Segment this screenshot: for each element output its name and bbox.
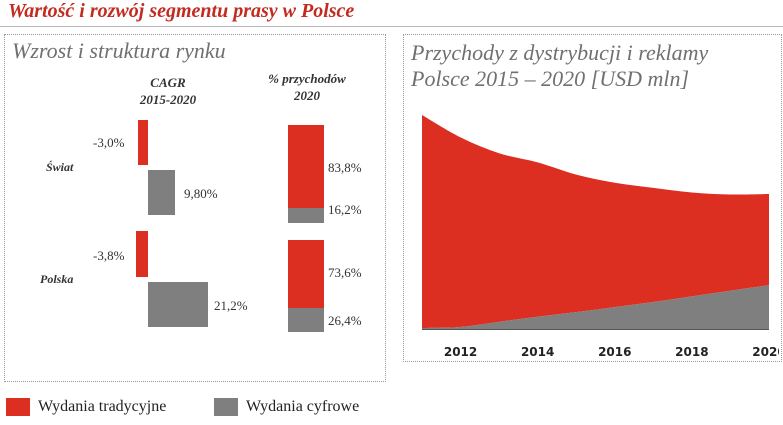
world-cagr-digital-label: 9,80% [184, 186, 218, 201]
area-traditional [422, 115, 769, 328]
x-tick-label: 2020 [752, 345, 779, 359]
x-tick-label: 2012 [444, 345, 477, 359]
world-cagr-traditional-label: -3,0% [93, 135, 125, 150]
page-title: Wartość i rozwój segmentu prasy w Polsce [8, 0, 355, 22]
world-share-traditional-label: 83,8% [328, 160, 362, 175]
row-label-world: Świat [46, 160, 74, 174]
cagr-header-line1: CAGR [150, 75, 186, 90]
world-share-digital-label: 16,2% [328, 202, 362, 217]
x-tick-label: 2018 [675, 345, 708, 359]
poland-share-traditional-label: 73,6% [328, 265, 362, 280]
legend-digital-label: Wydania cyfrowe [246, 398, 360, 415]
row-label-poland: Polska [40, 272, 74, 286]
poland-cagr-digital-label: 21,2% [214, 298, 248, 313]
poland-cagr-digital-bar [148, 282, 208, 327]
legend-digital-swatch [214, 398, 238, 416]
revenue-area-chart: 2012 2014 2016 2018 2020 [422, 115, 779, 359]
area-digital [422, 285, 769, 329]
world-share-digital-bar [288, 208, 324, 223]
legend-traditional-swatch [6, 398, 30, 416]
poland-share-digital-bar [288, 308, 324, 332]
poland-share-traditional-bar [288, 240, 324, 308]
revenue-chart-title-line2: Polsce 2015 – 2020 [USD mln] [411, 66, 690, 91]
poland-cagr-traditional-bar [136, 231, 148, 277]
revenue-chart-panel [403, 34, 782, 362]
revenue-share-header-line2: 2020 [294, 88, 320, 103]
revenue-chart-title-line1: Przychody z dystrybucji i reklamy [411, 40, 709, 65]
market-growth-title: Wzrost i struktura rynku [12, 38, 226, 63]
world-share-traditional-bar [288, 125, 324, 208]
revenue-share-header-line1: % przychodów [268, 71, 346, 86]
cagr-header-line2: 2015-2020 [139, 92, 197, 107]
poland-share-digital-label: 26,4% [328, 313, 362, 328]
revenue-chart-title: Przychody z dystrybucji i reklamy Polsce… [411, 40, 708, 92]
legend-traditional: Wydania tradycyjne [6, 398, 166, 416]
poland-cagr-traditional-label: -3,8% [93, 248, 125, 263]
revenue-share-header: % przychodów 2020 [244, 70, 370, 104]
legend-digital: Wydania cyfrowe [214, 398, 359, 416]
world-cagr-traditional-bar [138, 120, 148, 165]
x-tick-label: 2016 [598, 345, 631, 359]
market-growth-panel [4, 34, 386, 382]
legend-traditional-label: Wydania tradycyjne [38, 398, 167, 415]
x-tick-label: 2014 [521, 345, 554, 359]
world-cagr-digital-bar [148, 170, 175, 215]
title-divider [0, 26, 783, 27]
cagr-header: CAGR 2015-2020 [118, 74, 218, 108]
